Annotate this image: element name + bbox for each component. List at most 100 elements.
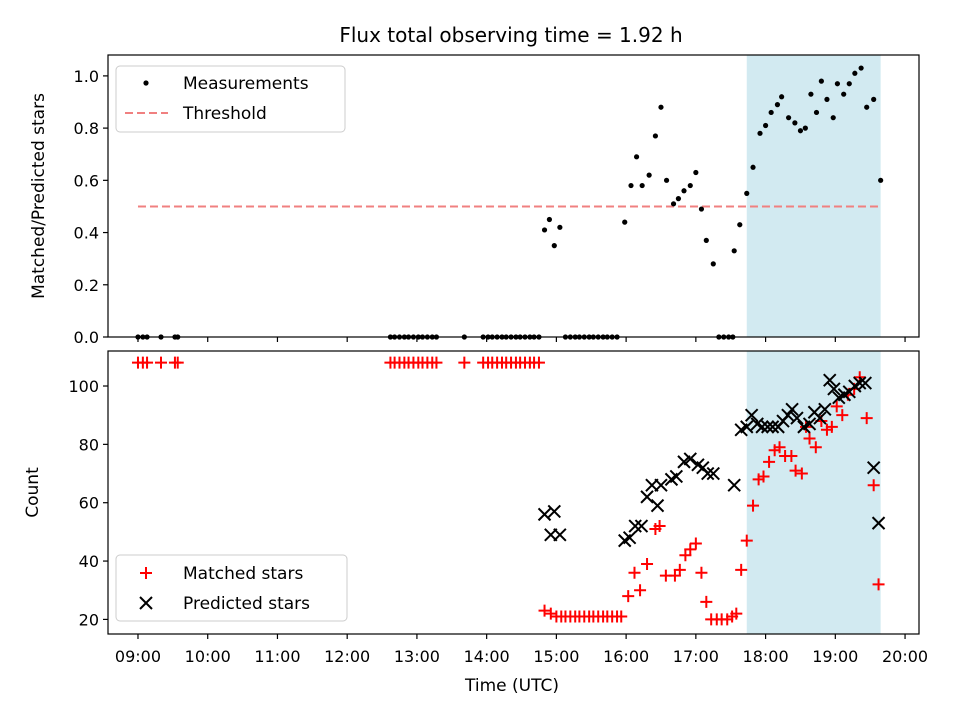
- bottom-xtick-label: 18:00: [743, 647, 789, 666]
- bottom-xtick-label: 10:00: [185, 647, 231, 666]
- measurement-point: [818, 78, 824, 84]
- measurement-point: [546, 216, 553, 223]
- x-axis-label: Time (UTC): [464, 676, 559, 696]
- bottom-xtick-label: 09:00: [115, 647, 161, 666]
- measurement-point: [792, 120, 798, 126]
- matched-star-point: [740, 534, 753, 547]
- matched-star-point: [154, 356, 167, 369]
- predicted-star-point: [650, 498, 665, 513]
- bottom-legend: Matched stars Predicted stars: [115, 554, 348, 622]
- measurement-point: [757, 130, 763, 136]
- measurement-point: [824, 96, 830, 102]
- measurement-point: [731, 248, 737, 254]
- top-highlight-band: [746, 55, 881, 337]
- measurement-point: [779, 94, 785, 100]
- legend-matched-marker: [140, 567, 152, 579]
- matched-stars-points: [131, 356, 885, 626]
- top-ytick-label: 0.8: [74, 119, 99, 138]
- top-legend-box: [115, 65, 346, 133]
- predicted-star-point: [669, 469, 684, 484]
- bottom-xtick-label: 15:00: [533, 647, 579, 666]
- top-ytick-label: 0.4: [74, 224, 99, 243]
- bottom-xtick-label: 14:00: [464, 647, 510, 666]
- measurement-point: [813, 109, 820, 116]
- bottom-xtick-label: 12:00: [324, 647, 370, 666]
- matched-star-point: [757, 470, 770, 483]
- legend-measurements-marker: [143, 80, 149, 86]
- predicted-star-point: [622, 531, 637, 545]
- measurement-point: [841, 91, 847, 97]
- matched-star-point: [544, 607, 557, 620]
- measurement-point: [698, 206, 705, 212]
- measurement-point: [710, 261, 716, 267]
- matched-star-point: [825, 420, 838, 433]
- predicted-star-point: [866, 460, 881, 475]
- measurement-point: [762, 122, 769, 129]
- bottom-xtick-label: 19:00: [812, 647, 858, 666]
- matched-star-point: [684, 543, 697, 556]
- measurement-point: [681, 188, 687, 194]
- measurement-point: [768, 109, 774, 116]
- measurement-point: [663, 177, 670, 183]
- predicted-star-point: [740, 420, 754, 434]
- measurement-point: [658, 104, 664, 110]
- measurement-point: [834, 81, 841, 87]
- predicted-star-point: [818, 402, 832, 417]
- measurement-point: [675, 196, 682, 202]
- measurement-point: [858, 65, 864, 71]
- predicted-star-point: [744, 408, 759, 422]
- bottom-panel: 20 40 60 80 100 09:00 10:00 11:00 12:00 13:00 14:…: [23, 350, 928, 696]
- measurement-point: [852, 70, 858, 76]
- measurement-point: [628, 182, 634, 189]
- matched-star-point: [773, 441, 786, 454]
- predicted-star-point: [755, 420, 769, 434]
- bottom-ytick-label: 40: [79, 552, 99, 571]
- top-panel: 0.0 0.2 0.4 0.6 0.8 1.0 Matched/Predicted sta…: [29, 54, 920, 347]
- matched-star-point: [809, 441, 822, 454]
- measurement-point: [808, 91, 814, 97]
- predicted-star-point: [813, 411, 827, 425]
- matched-star-point: [830, 400, 843, 413]
- predicted-star-point: [654, 478, 668, 492]
- bottom-highlight-band: [746, 351, 881, 634]
- top-x-ticks: [137, 337, 906, 342]
- matched-star-point: [872, 578, 885, 591]
- matched-star-point: [634, 584, 647, 597]
- bottom-xtick-label: 13:00: [394, 647, 440, 666]
- matched-star-point: [615, 610, 628, 623]
- predicted-star-point: [858, 376, 873, 390]
- bottom-xtick-label: 16:00: [603, 647, 649, 666]
- measurement-point: [744, 190, 750, 196]
- measurement-point: [687, 182, 693, 189]
- bottom-xtick-label: 17:00: [673, 647, 719, 666]
- measurement-point: [670, 201, 677, 207]
- measurement-point: [551, 243, 557, 249]
- predicted-star-point: [760, 420, 775, 434]
- measurement-point: [864, 104, 870, 110]
- legend-measurements-label: Measurements: [183, 74, 309, 94]
- measurement-point: [774, 102, 781, 108]
- matched-star-point: [171, 356, 184, 369]
- matched-star-point: [795, 467, 808, 480]
- top-ytick-label: 0.0: [74, 328, 99, 347]
- matched-star-point: [538, 604, 551, 617]
- measurement-point: [871, 96, 877, 102]
- bottom-x-ticks: 09:00 10:00 11:00 12:00 13:00 14:00 15:00 16:00…: [115, 634, 928, 666]
- measurement-point: [878, 177, 884, 183]
- bottom-ytick-label: 80: [79, 435, 99, 454]
- bottom-ytick-label: 20: [79, 610, 99, 629]
- bottom-legend-box: [115, 554, 348, 622]
- predicted-star-point: [727, 478, 741, 492]
- predicted-star-point: [765, 420, 780, 434]
- matched-star-point: [803, 432, 816, 445]
- measurement-point: [639, 182, 645, 189]
- measurement-point: [541, 227, 548, 233]
- matched-star-point: [747, 499, 760, 512]
- legend-matched-label: Matched stars: [183, 564, 303, 584]
- bottom-y-axis-label: Count: [23, 467, 43, 518]
- legend-threshold-label: Threshold: [182, 104, 267, 124]
- predicted-star-point: [790, 411, 804, 425]
- matched-star-point: [641, 557, 654, 570]
- predicted-star-point: [871, 516, 886, 530]
